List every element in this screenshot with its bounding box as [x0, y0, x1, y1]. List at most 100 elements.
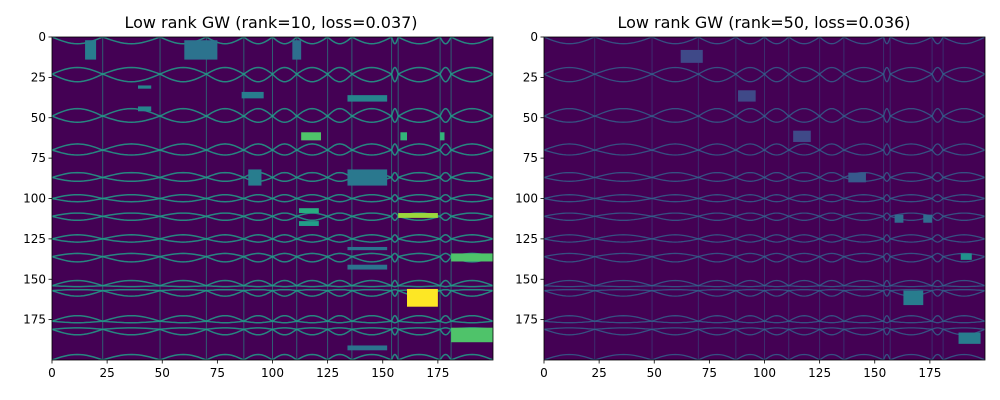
transport-curve [351, 289, 392, 297]
transport-curve [206, 193, 245, 200]
transport-curve [272, 234, 298, 240]
transport-curve [735, 149, 765, 156]
transport-curve [243, 284, 273, 288]
transport-curve [698, 256, 737, 263]
y-tick-label: 75 [523, 151, 538, 165]
transport-curve [942, 107, 985, 117]
transport-curve [931, 285, 944, 288]
transport-curve [52, 115, 103, 123]
transport-curve [882, 171, 891, 178]
heatmap-cell-block [292, 40, 302, 60]
x-tick-label: 0 [48, 366, 56, 380]
x-tick-label: 50 [155, 366, 170, 380]
transport-curve [52, 107, 104, 117]
transport-curve [102, 314, 161, 322]
transport-curve [243, 73, 273, 83]
heatmap-canvas-right [543, 36, 986, 361]
transport-curve [451, 288, 493, 292]
transport-curve [594, 289, 653, 297]
transport-curve [390, 73, 399, 83]
heatmap-cell-block [923, 214, 933, 223]
transport-curve [351, 353, 392, 360]
transport-curve [206, 327, 244, 331]
transport-curve [889, 328, 933, 336]
transport-curve [651, 320, 699, 324]
transport-curve [272, 255, 298, 263]
transport-curve [159, 314, 207, 322]
transport-curve [819, 171, 845, 179]
y-tick-label: 0 [530, 30, 538, 44]
transport-curve [52, 66, 103, 75]
transport-curve [52, 143, 103, 151]
transport-curve [397, 73, 441, 83]
transport-curve [735, 256, 765, 263]
transport-curve [397, 255, 441, 263]
transport-curve [439, 328, 452, 336]
transport-curve [594, 171, 653, 179]
transport-curve [764, 171, 790, 179]
transport-curve [397, 115, 441, 123]
transport-curve [102, 279, 161, 287]
transport-curve [296, 314, 328, 322]
transport-curve [439, 238, 452, 243]
transport-curve [327, 353, 353, 360]
transport-curve [390, 215, 399, 222]
transport-curve [159, 66, 207, 75]
transport-curve [788, 234, 820, 240]
transport-curve [931, 177, 944, 182]
transport-curve [272, 320, 297, 324]
transport-curve [698, 238, 736, 243]
transport-curve [764, 66, 790, 75]
transport-curve [931, 279, 944, 287]
transport-curve [351, 288, 392, 292]
transport-curve [391, 285, 399, 288]
transport-curve [272, 115, 298, 123]
heatmap-cell-block [848, 172, 866, 183]
transport-curve [942, 215, 985, 221]
transport-curve [398, 193, 441, 200]
transport-curve [594, 176, 653, 182]
transport-curve [296, 37, 329, 45]
transport-curve [788, 176, 820, 182]
transport-curve [351, 115, 392, 123]
x-tick-label: 75 [702, 366, 717, 380]
transport-curve [788, 289, 820, 292]
transport-curve [735, 320, 765, 324]
transport-curve [544, 107, 595, 117]
heatmap-cell-block [298, 221, 319, 226]
transport-curve [397, 37, 441, 45]
transport-curve [327, 149, 353, 156]
y-axis-left: 0 25 50 75 100 125 150 175 [23, 30, 52, 327]
transport-curve [102, 215, 161, 222]
transport-curve [243, 353, 273, 360]
transport-curve [931, 320, 944, 324]
heatmap-panel-right: Low rank GW (rank=50, loss=0.036) 0 25 50 7… [515, 13, 986, 380]
transport-curve [883, 252, 891, 257]
transport-curve [882, 115, 891, 123]
x-tick-label: 100 [753, 366, 776, 380]
transport-curve [819, 289, 844, 292]
transport-curve [327, 255, 353, 263]
transport-curve [243, 279, 273, 287]
transport-curve [351, 212, 392, 218]
transport-curve [159, 252, 207, 258]
transport-curve [788, 328, 820, 336]
y-tick-label: 150 [23, 272, 46, 286]
transport-curve [819, 256, 845, 263]
transport-curve [698, 215, 737, 221]
transport-curve [205, 255, 245, 263]
transport-curve [296, 252, 328, 258]
transport-curve [390, 193, 399, 199]
transport-curve [764, 107, 790, 117]
transport-curve [272, 215, 298, 222]
transport-curve [698, 234, 737, 240]
transport-curve [819, 238, 845, 243]
transport-curve [931, 171, 944, 178]
transport-curve [889, 315, 933, 322]
transport-curve [398, 320, 441, 324]
transport-curve [351, 327, 392, 331]
transport-curve [931, 252, 944, 258]
transport-curve [764, 149, 790, 156]
heatmap-cell-block [347, 246, 388, 251]
transport-curve [788, 252, 820, 258]
